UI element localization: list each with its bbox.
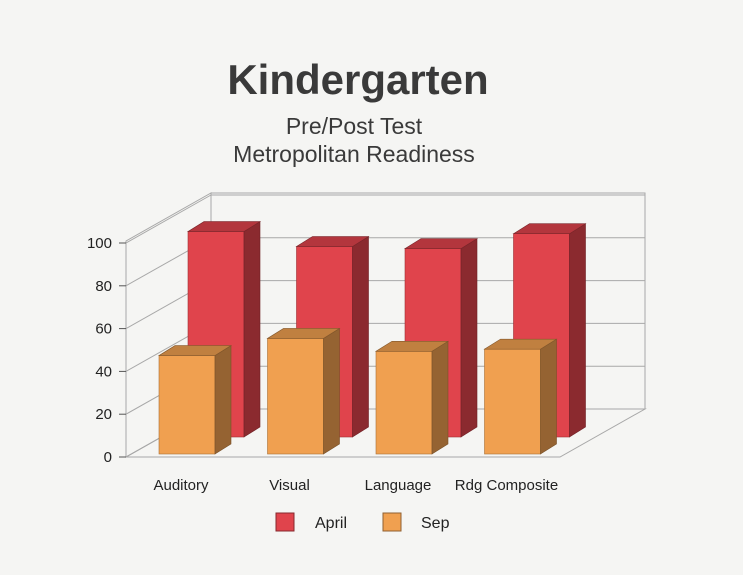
bar-april-4-top xyxy=(512,223,587,234)
x-label-1: Auditory xyxy=(153,477,209,494)
bar-sep-4-front xyxy=(484,348,541,455)
bar-april-4-side xyxy=(569,223,586,438)
bar-sep-4-side xyxy=(540,338,557,455)
legend-label-april: April xyxy=(315,515,347,532)
bars xyxy=(157,221,587,455)
bar-april-1-side xyxy=(243,221,261,438)
y-tick-label: 20 xyxy=(95,406,112,423)
chart-subtitle-line-1: Pre/Post Test xyxy=(286,113,423,139)
legend-swatch-april xyxy=(275,512,295,532)
bar-sep-2 xyxy=(266,327,341,455)
y-axis-ticks: 0 20 40 60 80 100 xyxy=(87,235,126,466)
legend: April Sep xyxy=(275,512,450,532)
bar-sep-1-top xyxy=(157,345,233,356)
bar-april-2-top xyxy=(295,236,370,247)
bar-sep-2-top xyxy=(266,328,341,339)
bar-april-2-side xyxy=(352,235,369,438)
x-axis-labels: Auditory Visual Language Rdg Composite xyxy=(153,477,558,494)
bar-sep-3-front xyxy=(375,350,433,455)
bar-sep-3 xyxy=(374,340,450,455)
legend-swatch-sep xyxy=(382,512,402,532)
bar-sep-1-side xyxy=(214,345,232,455)
y-tick-label: 80 xyxy=(95,278,112,295)
gridline-left xyxy=(125,194,212,244)
chart-subtitle-line-2: Metropolitan Readiness xyxy=(233,141,475,167)
bar-april-3-side xyxy=(460,238,478,438)
bar-april-1-top xyxy=(186,221,262,232)
bar-sep-3-side xyxy=(431,340,449,455)
x-label-4: Rdg Composite xyxy=(455,477,558,494)
y-tick-label: 0 xyxy=(104,449,112,466)
bar-sep-4 xyxy=(483,338,558,455)
bar-sep-2-side xyxy=(323,327,340,455)
y-tick-label: 100 xyxy=(87,235,112,252)
bar-sep-1-front xyxy=(158,355,216,455)
bar-sep-3-top xyxy=(374,340,450,352)
bar-sep-2-front xyxy=(267,338,324,455)
bar-april-3-top xyxy=(403,238,479,249)
bar-sep-4-top xyxy=(483,338,558,350)
legend-label-sep: Sep xyxy=(421,515,450,532)
chart-title: Kindergarten xyxy=(227,56,488,103)
x-label-2: Visual xyxy=(269,477,310,494)
y-tick-label: 60 xyxy=(95,321,112,338)
y-tick-label: 40 xyxy=(95,363,112,380)
bar-sep-1 xyxy=(157,345,233,455)
x-label-3: Language xyxy=(365,477,432,494)
